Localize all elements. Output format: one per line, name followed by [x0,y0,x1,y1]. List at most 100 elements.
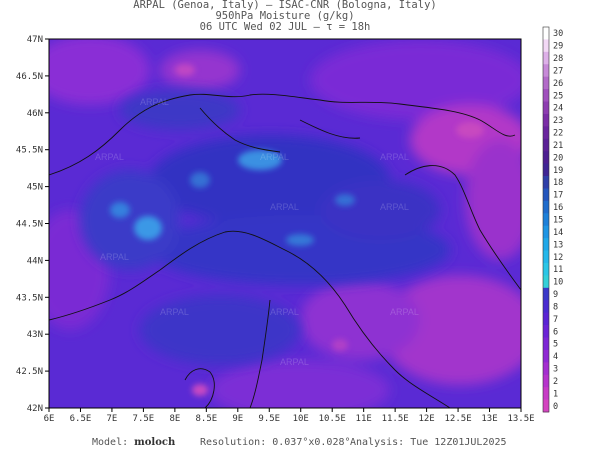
colorbar-swatch [543,374,549,388]
lon-label: 10.5E [319,414,346,424]
colorbar-swatch [543,399,549,413]
colorbar-swatch [543,39,549,53]
lat-label: 44N [27,256,43,266]
colorbar-border [542,26,550,413]
colorbar-swatch [543,138,549,152]
colorbar-swatch [543,225,549,239]
colorbar-swatch [543,337,549,351]
lon-label: 11.5E [382,414,409,424]
lon-label: 8E [169,414,180,424]
lon-label: 11E [356,414,372,424]
colorbar-swatch [543,89,549,102]
lon-label: 12.5E [445,414,472,424]
colorbar-swatch [543,349,549,363]
lat-label: 45N [27,183,43,193]
colorbar-label: 23 [553,116,563,126]
colorbar-swatch [543,64,549,78]
svg-text:ARPAL: ARPAL [270,202,299,212]
svg-text:ARPAL: ARPAL [390,307,419,317]
colorbar-label: 14 [553,228,563,238]
colorbar-label: 13 [553,240,563,250]
colorbar-label: 20 [553,153,563,163]
colorbar-label: 8 [553,302,558,312]
lon-label: 9E [232,414,243,424]
lon-label: 6.5E [70,414,92,424]
lat-label: 42.5N [16,367,43,377]
colorbar-label: 6 [553,327,558,337]
colorbar-label: 29 [553,42,563,52]
colorbar-swatch [543,113,549,127]
colorbar-swatch [543,325,549,338]
colorbar-label: 1 [553,389,558,399]
svg-text:ARPAL: ARPAL [95,152,124,162]
lon-label: 6E [44,414,55,424]
colorbar-swatch [543,126,549,140]
map-title-line1: ARPAL (Genoa, Italy) — ISAC-CNR (Bologna… [133,0,437,11]
longitude-axis: 6E 6.5E 7E 7.5E 8E 8.5E 9E 9.5E 10E 10.5E 11E 11.5E… [44,408,535,424]
colorbar-swatch [543,27,549,40]
colorbar-swatch [543,151,549,165]
colorbar-label: 5 [553,340,558,350]
model-label: Model: [92,437,129,448]
latitude-axis: 47N 46.5N 46N 45.5N 45N 44.5N 44N 43.5N 43N 42.5N… [16,35,49,414]
colorbar-swatch [543,238,549,251]
colorbar-label: 17 [553,191,563,201]
colorbar-label: 12 [553,253,563,263]
lat-label: 43.5N [16,293,43,303]
colorbar-swatch [543,262,549,276]
lon-label: 7.5E [133,414,155,424]
svg-text:ARPAL: ARPAL [100,252,129,262]
colorbar-label: 11 [553,265,563,275]
colorbar-label: 19 [553,166,563,176]
colorbar-label: 9 [553,290,558,300]
colorbar-label: 3 [553,365,558,375]
lon-label: 13.5E [507,414,534,424]
colorbar-label: 4 [553,352,558,362]
colorbar-label: 30 [553,29,563,39]
model-value: moloch [134,437,176,448]
lon-label: 13E [481,414,497,424]
colorbar-swatch [543,387,549,400]
colorbar-label: 24 [553,104,563,114]
colorbar-swatch [543,76,549,90]
colorbar-swatch [543,362,549,376]
lat-label: 46.5N [16,72,43,82]
colorbar-label: 16 [553,203,563,213]
colorbar-label: 15 [553,216,563,226]
lon-label: 10E [293,414,309,424]
colorbar-label: 0 [553,402,558,412]
lat-label: 46N [27,109,43,119]
lon-label: 8.5E [195,414,217,424]
colorbar-label: 25 [553,91,563,101]
colorbar-label: 7 [553,315,558,325]
colorbar-swatch [543,163,549,177]
colorbar-label: 28 [553,54,563,64]
svg-text:ARPAL: ARPAL [380,202,409,212]
colorbar-swatch [543,200,549,214]
svg-text:ARPAL: ARPAL [380,152,409,162]
lon-label: 12E [418,414,434,424]
colorbar: 3029282726252423222120191817161514131211… [542,26,563,413]
colorbar-swatch [543,188,549,202]
colorbar-label: 27 [553,66,563,76]
colorbar-swatch [543,51,549,65]
colorbar-swatch [543,275,549,289]
colorbar-label: 18 [553,178,563,188]
lat-label: 42N [27,404,43,414]
lat-label: 45.5N [16,146,43,156]
colorbar-swatch [543,213,549,227]
colorbar-swatch [543,176,549,189]
resolution-info: Resolution: 0.037°x0.028° [200,437,351,448]
lat-label: 47N [27,35,43,45]
colorbar-swatch [543,250,549,264]
colorbar-swatch [543,101,549,115]
svg-text:ARPAL: ARPAL [270,307,299,317]
analysis-info: Analysis: Tue 12Z01JUL2025 [350,437,507,448]
svg-text:ARPAL: ARPAL [140,97,169,107]
colorbar-swatch [543,312,549,326]
moisture-map: ARPAL ARPAL ARPAL ARPAL ARPAL ARPAL ARPA… [16,26,563,424]
svg-text:ARPAL: ARPAL [280,357,309,367]
lon-label: 9.5E [258,414,280,424]
colorbar-label: 21 [553,141,563,151]
colorbar-swatch [543,287,549,301]
